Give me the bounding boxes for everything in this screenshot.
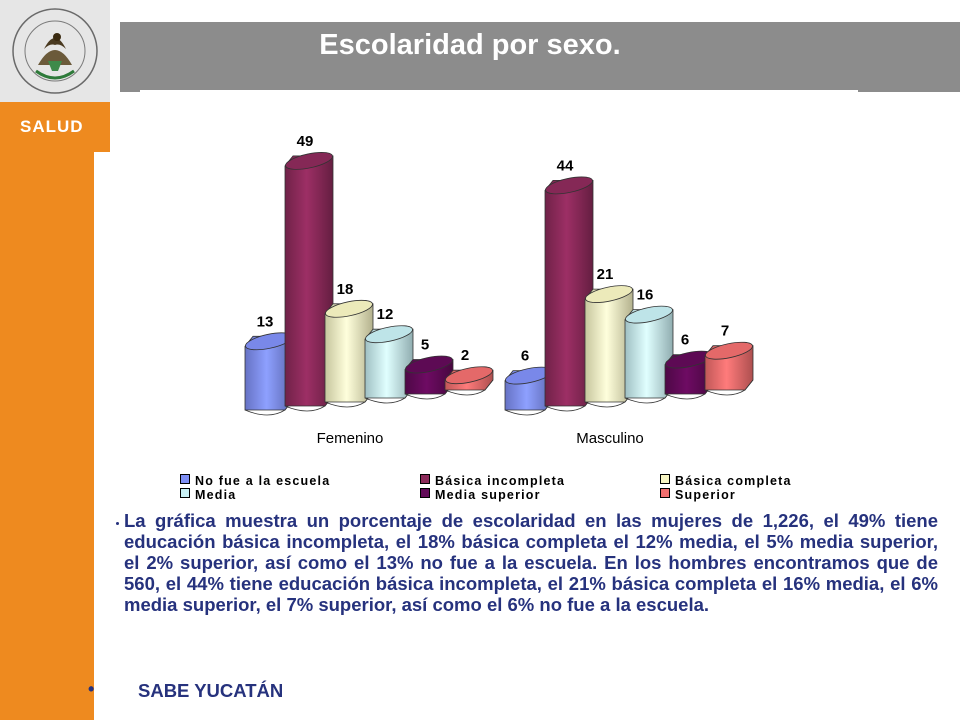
small-bullet [116, 522, 119, 525]
bar-femenino-5 [404, 355, 454, 400]
legend-item: Media [180, 488, 236, 502]
legend-item: Básica completa [660, 474, 792, 488]
bar-masculino-6 [704, 341, 754, 396]
legend-swatch [180, 488, 190, 498]
legend-item: Superior [660, 488, 736, 502]
data-label: 6 [521, 348, 529, 365]
legend-label: Media superior [435, 488, 541, 502]
legend-swatch [180, 474, 190, 484]
legend-label: No fue a la escuela [195, 474, 331, 488]
data-label: 7 [721, 323, 729, 340]
source-label: SABE YUCATÁN [138, 680, 284, 701]
legend-label: Superior [675, 488, 736, 502]
data-label: 12 [377, 306, 394, 323]
data-label: 18 [337, 281, 354, 298]
legend-swatch [660, 488, 670, 498]
seal-panel [0, 0, 110, 102]
category-label: Femenino [317, 430, 384, 447]
data-label: 21 [597, 266, 614, 283]
bar-masculino-5 [664, 350, 714, 400]
bar-chart: 13 49 18 12 5 2 Femenino 6 44 21 16 6 7 Masculino [244, 133, 754, 447]
brand-label: SALUD [20, 117, 84, 136]
bullet-marker: • [88, 679, 95, 699]
data-label: 16 [637, 287, 654, 304]
data-label: 13 [257, 313, 274, 330]
bar-masculino-2 [544, 176, 594, 412]
bar-femenino-2 [284, 152, 334, 412]
legend-item: Media superior [420, 488, 541, 502]
legend-label: Básica incompleta [435, 474, 566, 488]
legend-item: No fue a la escuela [180, 474, 330, 488]
mexico-seal-icon [12, 8, 98, 94]
legend-label: Básica completa [675, 474, 792, 488]
bar-femenino-6 [444, 366, 494, 396]
legend-item: Básica incompleta [420, 474, 565, 488]
side-accent-bar [0, 152, 94, 720]
data-label: 6 [681, 332, 689, 349]
bar-femenino-1 [244, 332, 294, 416]
legend-swatch [660, 474, 670, 484]
legend-swatch [420, 474, 430, 484]
title-underline [140, 90, 858, 94]
legend-swatch [420, 488, 430, 498]
data-label: 2 [461, 347, 469, 364]
bar-masculino-3 [584, 285, 634, 408]
bar-masculino-4 [624, 305, 674, 404]
legend-label: Media [195, 488, 237, 502]
data-label: 44 [557, 157, 574, 174]
data-label: 49 [297, 133, 314, 150]
slide-title: Escolaridad por sexo. [319, 29, 621, 61]
data-label: 5 [421, 337, 429, 354]
category-label: Masculino [576, 430, 644, 447]
brand-band: SALUD [0, 102, 110, 152]
chart-legend: No fue a la escuela Básica incompleta Bási… [180, 474, 830, 504]
bar-femenino-3 [324, 299, 374, 408]
description-paragraph: La gráfica muestra un porcentaje de esco… [124, 510, 938, 615]
title-bar [120, 22, 960, 92]
bar-femenino-4 [364, 325, 414, 404]
